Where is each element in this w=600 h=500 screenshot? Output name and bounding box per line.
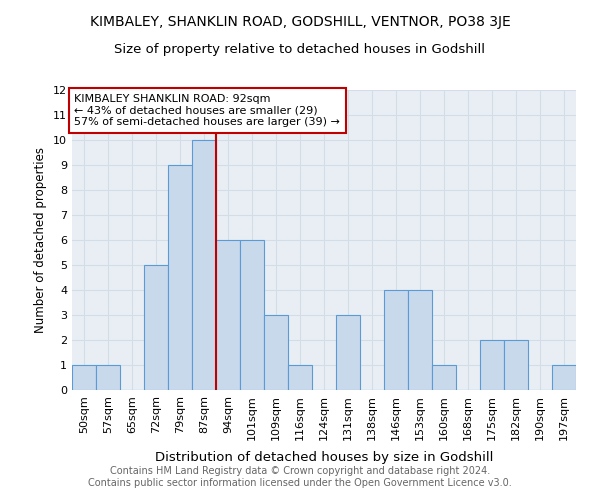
Bar bbox=[408, 290, 432, 390]
X-axis label: Distribution of detached houses by size in Godshill: Distribution of detached houses by size … bbox=[155, 451, 493, 464]
Bar bbox=[240, 240, 264, 390]
Bar bbox=[72, 365, 96, 390]
Bar bbox=[288, 365, 312, 390]
Bar bbox=[264, 315, 288, 390]
Bar bbox=[144, 265, 168, 390]
Text: Size of property relative to detached houses in Godshill: Size of property relative to detached ho… bbox=[115, 42, 485, 56]
Bar bbox=[480, 340, 504, 390]
Text: KIMBALEY SHANKLIN ROAD: 92sqm
← 43% of detached houses are smaller (29)
57% of s: KIMBALEY SHANKLIN ROAD: 92sqm ← 43% of d… bbox=[74, 94, 340, 127]
Bar bbox=[336, 315, 360, 390]
Text: Contains HM Land Registry data © Crown copyright and database right 2024.
Contai: Contains HM Land Registry data © Crown c… bbox=[88, 466, 512, 487]
Bar bbox=[504, 340, 528, 390]
Bar bbox=[384, 290, 408, 390]
Bar bbox=[552, 365, 576, 390]
Bar bbox=[432, 365, 456, 390]
Text: KIMBALEY, SHANKLIN ROAD, GODSHILL, VENTNOR, PO38 3JE: KIMBALEY, SHANKLIN ROAD, GODSHILL, VENTN… bbox=[89, 15, 511, 29]
Bar bbox=[96, 365, 120, 390]
Bar bbox=[216, 240, 240, 390]
Bar bbox=[192, 140, 216, 390]
Y-axis label: Number of detached properties: Number of detached properties bbox=[34, 147, 47, 333]
Bar bbox=[168, 165, 192, 390]
